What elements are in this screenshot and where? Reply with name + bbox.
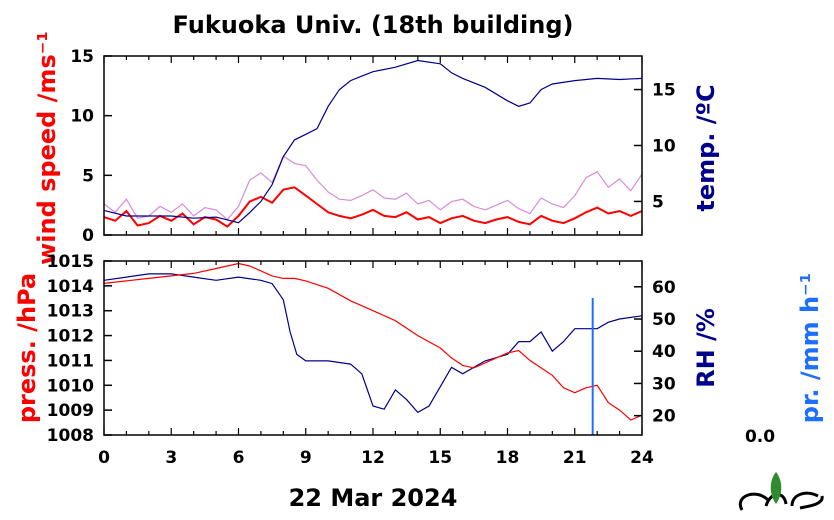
xtick-label: 15 — [428, 448, 452, 468]
wind-speed-line — [103, 186, 643, 228]
rh-axis-label: RH /% — [692, 308, 720, 388]
top-panel: 0 5 10 15 5 10 15 wind speed /ms⁻¹ temp. /ºC — [33, 31, 720, 265]
pressure-ytick-label: 1014 — [47, 277, 94, 297]
wind-axis-label: wind speed /ms⁻¹ — [33, 31, 61, 265]
bottom-panel-frame — [103, 260, 643, 436]
rh-ytick-label: 60 — [652, 278, 676, 298]
wind-ytick-label: 15 — [70, 47, 94, 67]
xtick-label: 24 — [630, 448, 654, 468]
pressure-axis-label: press. /hPa — [13, 273, 41, 423]
wind-ytick-label: 5 — [82, 166, 94, 186]
institution-logo — [738, 472, 824, 511]
temp-axis-label: temp. /ºC — [692, 84, 720, 211]
xtick-label: 21 — [563, 448, 587, 468]
xtick-label: 6 — [233, 448, 245, 468]
xtick-label: 3 — [165, 448, 177, 468]
pressure-ytick-label: 1013 — [47, 302, 94, 322]
temp-ytick-label: 5 — [652, 192, 664, 212]
wind-ytick-label: 0 — [82, 226, 94, 246]
logo-leaf — [770, 472, 782, 504]
pressure-line — [103, 262, 643, 421]
rh-ytick-label: 20 — [652, 407, 676, 427]
xtick-label: 9 — [300, 448, 312, 468]
rh-ytick-label: 30 — [652, 374, 676, 394]
temperature-line — [103, 59, 643, 224]
xtick-label: 18 — [496, 448, 520, 468]
rh-ytick-label: 50 — [652, 310, 676, 330]
pressure-ytick-label: 1015 — [47, 252, 94, 272]
temp-ytick-label: 10 — [652, 137, 676, 157]
humidity-line — [103, 273, 643, 414]
bottom-panel: 1008 1009 1010 1011 1012 1013 1014 1015 20 30 40 50… — [13, 252, 824, 447]
precip-axis-label: pr. /mm h⁻¹ — [796, 273, 824, 423]
chart-title: Fukuoka Univ. (18th building) — [173, 11, 574, 39]
pressure-ytick-label: 1008 — [47, 426, 94, 446]
temp-ytick-label: 15 — [652, 81, 676, 101]
date-label: 22 Mar 2024 — [289, 484, 458, 512]
pressure-ytick-label: 1009 — [47, 401, 94, 421]
wind-gust-line — [103, 155, 643, 221]
wind-ytick-label: 10 — [70, 107, 94, 127]
xtick-label: 0 — [98, 448, 110, 468]
pressure-ytick-label: 1012 — [47, 327, 94, 347]
pressure-ytick-label: 1011 — [47, 351, 94, 371]
precip-value: 0.0 — [745, 427, 775, 447]
rh-ytick-label: 40 — [652, 342, 676, 362]
xtick-label: 12 — [361, 448, 385, 468]
pressure-ytick-label: 1010 — [47, 376, 94, 396]
logo-swoosh — [738, 491, 824, 511]
